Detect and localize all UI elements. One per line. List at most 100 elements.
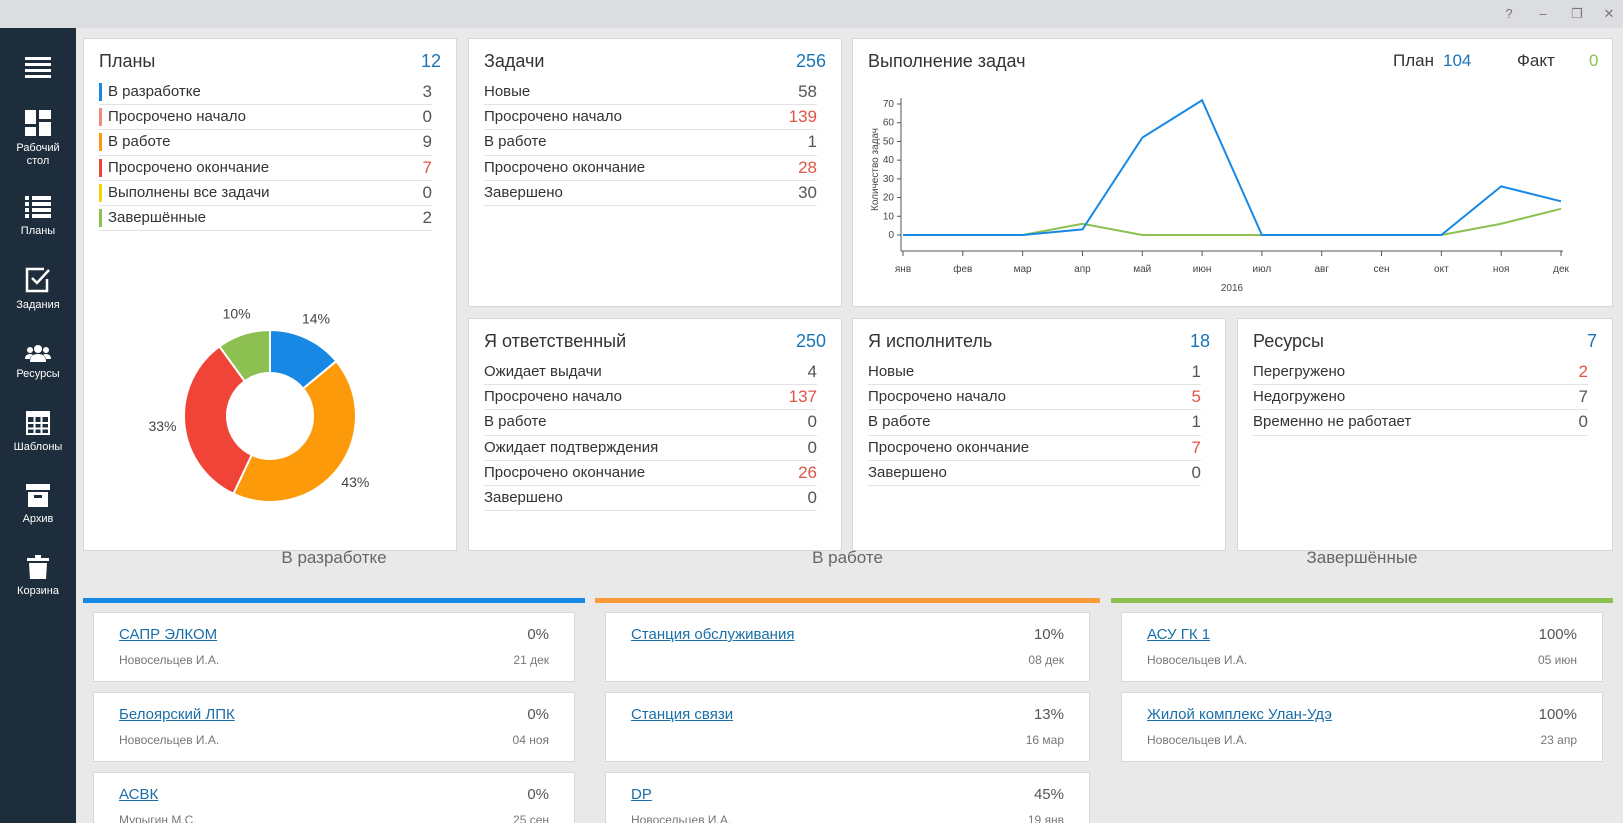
menu-icon bbox=[25, 57, 51, 78]
y-tick-label: 20 bbox=[883, 193, 895, 204]
plans-title: Планы bbox=[99, 51, 156, 71]
stat-row-value: 28 bbox=[798, 157, 817, 177]
project-link[interactable]: Станция связи bbox=[631, 706, 734, 723]
stat-row[interactable]: В разработке 3 bbox=[99, 80, 432, 106]
y-tick-label: 0 bbox=[888, 230, 894, 241]
stat-row[interactable]: Завершено 0 bbox=[484, 486, 817, 512]
executor-rows: Новые 1 Просрочено начало 5 В работе 1 Просроч… bbox=[868, 360, 1201, 486]
minimize-button[interactable]: – bbox=[1539, 6, 1547, 21]
sidebar-item-resources[interactable]: Ресурсы bbox=[0, 344, 76, 381]
project-link[interactable]: Станция обслуживания bbox=[631, 626, 795, 643]
stat-row[interactable]: В работе 0 bbox=[484, 410, 817, 436]
stat-row-value: 0 bbox=[1191, 462, 1201, 482]
stat-row-label: Завершено bbox=[868, 463, 947, 481]
donut-slice[interactable] bbox=[218, 328, 271, 383]
project-card[interactable]: Станция связи 13% 16 мар bbox=[605, 692, 1090, 762]
stat-row[interactable]: Просрочено начало 137 bbox=[484, 385, 817, 411]
stat-row[interactable]: В работе 1 bbox=[868, 410, 1201, 436]
stat-row[interactable]: Новые 1 bbox=[868, 360, 1201, 386]
project-link[interactable]: САПР ЭЛКОМ bbox=[119, 626, 218, 643]
project-link[interactable]: Жилой комплекс Улан-Удэ bbox=[1147, 706, 1332, 723]
stat-row[interactable]: Временно не работает 0 bbox=[1253, 410, 1588, 436]
restore-button[interactable]: ❐ bbox=[1571, 6, 1583, 21]
project-card[interactable]: АСВК 0% Мурыгин М.С. 25 сен bbox=[93, 772, 575, 823]
stat-row[interactable]: В работе 1 bbox=[484, 130, 817, 156]
donut-slice[interactable] bbox=[183, 345, 254, 496]
sidebar-item-label: стол bbox=[26, 155, 50, 167]
project-owner: Новосельцев И.А. bbox=[1147, 653, 1248, 667]
project-card[interactable]: DP 45% Новосельцев И.А. 19 янв bbox=[605, 772, 1090, 823]
resources-card: Ресурсы 7 Перегружено 2 Недогружено 7 Времен… bbox=[1237, 318, 1613, 551]
stat-row[interactable]: Завершено 30 bbox=[484, 181, 817, 206]
stat-row[interactable]: Просрочено окончание 26 bbox=[484, 461, 817, 486]
stat-row-label: Завершённые bbox=[108, 208, 206, 226]
stat-row[interactable]: Завершённые 2 bbox=[99, 206, 432, 232]
close-button[interactable]: ✕ bbox=[1603, 6, 1615, 21]
project-date: 25 сен bbox=[513, 813, 549, 823]
stat-row-label: Новые bbox=[868, 363, 915, 380]
project-card[interactable]: Жилой комплекс Улан-Удэ 100% Новосельцев И… bbox=[1121, 692, 1603, 762]
stat-row-value: 0 bbox=[422, 107, 432, 127]
archive-icon bbox=[26, 484, 50, 507]
stat-row[interactable]: Просрочено начало 0 bbox=[99, 105, 432, 131]
stat-row-label: Перегружено bbox=[1253, 363, 1346, 380]
project-link[interactable]: АСУ ГК 1 bbox=[1147, 626, 1211, 643]
tasks-count[interactable]: 256 bbox=[795, 51, 826, 71]
sidebar-item-templates[interactable]: Шаблоны bbox=[0, 411, 76, 454]
stat-row-label: Просрочено начало bbox=[484, 108, 622, 126]
stat-row-label: Просрочено окончание bbox=[108, 158, 270, 176]
stat-row-value: 2 bbox=[422, 207, 432, 227]
stat-row[interactable]: Перегружено 2 bbox=[1253, 360, 1588, 386]
stat-row-value: 139 bbox=[788, 107, 817, 127]
sidebar-item-plans[interactable]: Планы bbox=[0, 195, 76, 238]
stat-row[interactable]: Новые 58 bbox=[484, 80, 817, 106]
stat-row-label: Недогружено bbox=[1253, 388, 1346, 406]
stat-row[interactable]: Просрочено окончание 28 bbox=[484, 156, 817, 181]
stat-row[interactable]: Ожидает подтверждения 0 bbox=[484, 436, 817, 461]
project-link[interactable]: Белоярский ЛПК bbox=[119, 706, 235, 723]
stat-row-value: 0 bbox=[1578, 412, 1588, 432]
donut-slice[interactable] bbox=[232, 359, 357, 503]
executor-count[interactable]: 18 bbox=[1189, 331, 1210, 351]
stat-row[interactable]: Ожидает выдачи 4 bbox=[484, 360, 817, 386]
y-tick-label: 30 bbox=[883, 174, 895, 185]
stat-row[interactable]: Просрочено окончание 7 bbox=[99, 156, 432, 181]
project-card[interactable]: САПР ЭЛКОМ 0% Новосельцев И.А. 21 дек bbox=[93, 612, 575, 682]
stat-row[interactable]: Просрочено начало 5 bbox=[868, 385, 1201, 411]
stat-row-label: Временно не работает bbox=[1253, 413, 1412, 431]
checkbox-icon bbox=[25, 267, 50, 293]
help-button[interactable]: ? bbox=[1505, 6, 1513, 21]
resources-count[interactable]: 7 bbox=[1586, 331, 1597, 351]
people-icon bbox=[25, 345, 51, 362]
sidebar-item-tasks[interactable]: Задания bbox=[0, 267, 76, 312]
project-link[interactable]: DP bbox=[631, 786, 652, 803]
project-card[interactable]: Белоярский ЛПК 0% Новосельцев И.А. 04 ноя bbox=[93, 692, 575, 762]
sidebar-item-archive[interactable]: Архив bbox=[0, 483, 76, 526]
plans-count[interactable]: 12 bbox=[420, 51, 441, 71]
plans-card: Планы 12 В разработке 3 Просрочено начало 0… bbox=[83, 38, 457, 551]
project-date: 05 июн bbox=[1537, 653, 1577, 667]
project-card[interactable]: Станция обслуживания 10% 08 дек bbox=[605, 612, 1090, 682]
sidebar-menu-button[interactable] bbox=[0, 56, 76, 78]
stat-row[interactable]: Просрочено окончание 7 bbox=[868, 436, 1201, 461]
sidebar-item-desktop[interactable]: Рабочий стол bbox=[0, 110, 76, 168]
project-link[interactable]: АСВК bbox=[119, 786, 159, 803]
dashboard-icon bbox=[25, 110, 51, 136]
project-card[interactable]: АСУ ГК 1 100% Новосельцев И.А. 05 июн bbox=[1121, 612, 1603, 682]
column-title: В разработке bbox=[281, 548, 387, 567]
y-axis-label: Количество задач bbox=[870, 128, 881, 211]
project-date: 16 мар bbox=[1025, 733, 1064, 747]
stat-row[interactable]: Просрочено начало 139 bbox=[484, 105, 817, 131]
project-percent: 10% bbox=[1033, 626, 1064, 643]
tasks-title: Задачи bbox=[484, 51, 545, 71]
sidebar-item-trash[interactable]: Корзина bbox=[0, 555, 76, 598]
stat-row[interactable]: Выполнены все задачи 0 bbox=[99, 181, 432, 206]
x-tick-label: сен bbox=[1373, 264, 1389, 275]
stat-row[interactable]: Недогружено 7 bbox=[1253, 385, 1588, 411]
responsible-count[interactable]: 250 bbox=[795, 331, 826, 351]
stat-row[interactable]: В работе 9 bbox=[99, 130, 432, 156]
responsible-card: Я ответственный 250 Ожидает выдачи 4 Проср… bbox=[468, 318, 842, 551]
x-tick-label: апр bbox=[1074, 264, 1091, 275]
stat-row[interactable]: Завершено 0 bbox=[868, 461, 1201, 486]
status-color-bar bbox=[99, 183, 102, 202]
